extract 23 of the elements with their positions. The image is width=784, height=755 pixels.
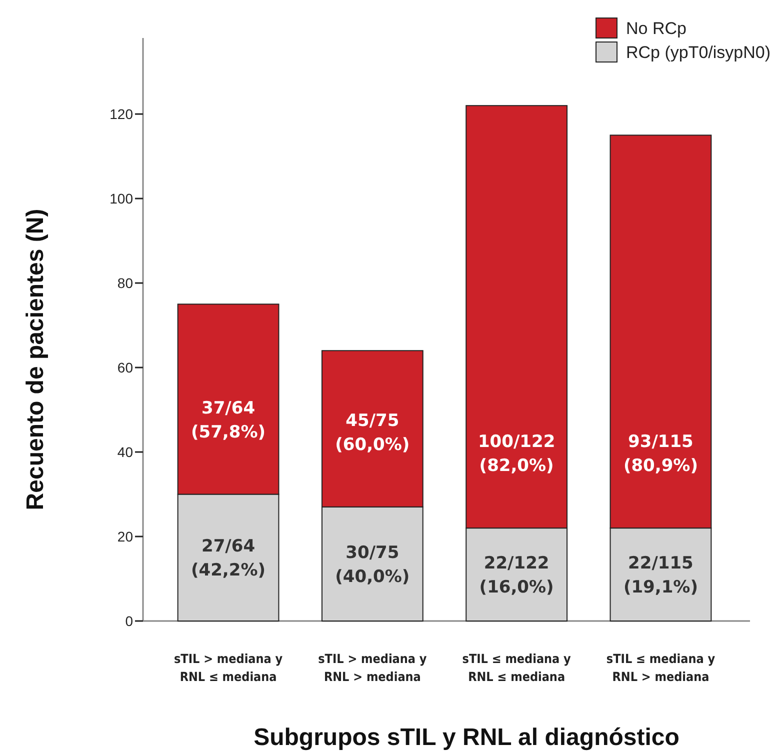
x-axis-title: Subgrupos sTIL y RNL al diagnóstico — [254, 724, 680, 751]
y-tick-label: 40 — [117, 444, 134, 460]
x-tick-label: sTIL > mediana y RNL ≤ mediana — [174, 651, 284, 684]
annotation: 93/115 (80,9%) — [623, 432, 698, 476]
annotation: 22/115 (19,1%) — [623, 554, 698, 598]
x-tick-label: sTIL ≤ mediana y RNL > mediana — [606, 651, 716, 684]
y-axis-title: Recuento de pacientes (N) — [22, 208, 49, 510]
legend-label: RCp (ypT0/isypN0) — [626, 43, 771, 62]
y-tick-label: 0 — [125, 613, 134, 629]
y-tick-label: 100 — [110, 190, 134, 207]
annotation: 45/75 (60,0%) — [335, 410, 410, 455]
annotation: 30/75 (40,0%) — [335, 542, 410, 587]
y-tick-label: 120 — [110, 106, 134, 122]
annotation: 37/64 (57,8%) — [191, 398, 266, 442]
annotation: 27/64 (42,2%) — [191, 536, 266, 581]
y-tick-label: 80 — [117, 275, 134, 292]
x-tick-label: sTIL ≤ mediana y RNL ≤ mediana — [462, 651, 572, 684]
legend-label: No RCp — [626, 19, 686, 38]
annotation: 22/122 (16,0%) — [479, 554, 554, 598]
x-tick-label: sTIL > mediana y RNL > mediana — [318, 651, 428, 684]
y-tick-label: 60 — [117, 360, 134, 376]
y-tick-label: 20 — [117, 528, 134, 545]
annotation: 100/122 (82,0%) — [478, 432, 556, 476]
